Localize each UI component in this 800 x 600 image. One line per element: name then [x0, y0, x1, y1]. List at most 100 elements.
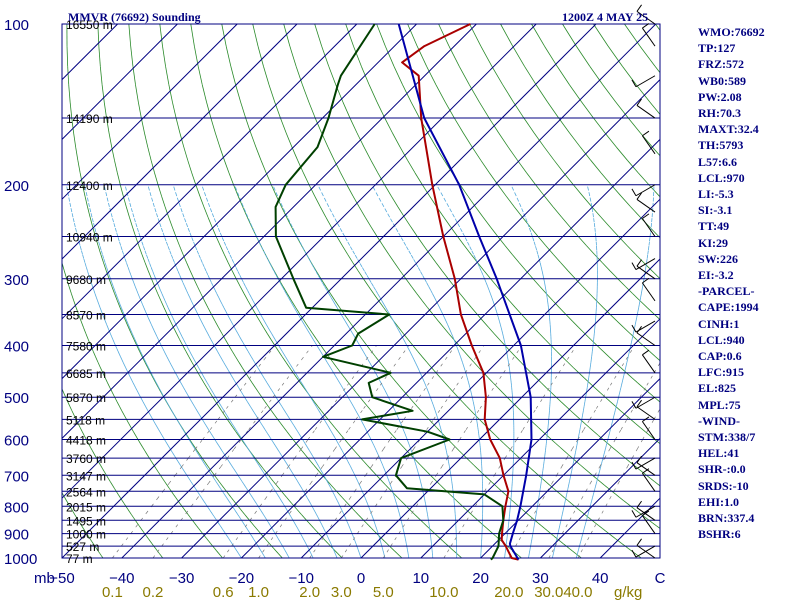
- moist-adiabat: [302, 537, 304, 539]
- mixing-ratio-line: [526, 520, 531, 528]
- dry-adiabat: [129, 217, 133, 228]
- moist-adiabat: [235, 511, 238, 514]
- moist-adiabat: [262, 249, 266, 255]
- mixing-ratio-line: [244, 520, 251, 528]
- dry-adiabat: [639, 45, 656, 67]
- moist-adiabat: [219, 403, 222, 407]
- mixing-ratio-line: [168, 475, 176, 484]
- moist-adiabat: [304, 443, 307, 446]
- moist-adiabat: [253, 538, 255, 541]
- height-label: 3760 m: [66, 452, 106, 466]
- background-grid: [61, 23, 661, 559]
- moist-adiabat: [463, 367, 466, 371]
- moist-adiabat: [260, 245, 264, 251]
- moist-adiabat: [227, 459, 230, 462]
- moist-adiabat: [520, 206, 524, 213]
- dry-adiabat: [590, 339, 598, 346]
- dry-adiabat: [79, 522, 82, 526]
- moist-adiabat: [279, 452, 282, 455]
- height-label: 4418 m: [66, 434, 106, 448]
- moist-adiabat: [608, 433, 610, 436]
- moist-adiabat: [619, 387, 622, 391]
- moist-adiabat: [225, 495, 227, 498]
- dry-adiabat: [428, 419, 434, 424]
- moist-adiabat: [240, 201, 244, 208]
- moist-adiabat: [539, 262, 542, 267]
- dry-adiabat: [194, 367, 199, 374]
- dry-adiabat: [216, 550, 219, 554]
- dry-adiabat: [151, 278, 155, 287]
- moist-adiabat: [243, 206, 246, 213]
- moist-adiabat: [87, 201, 90, 207]
- moist-adiabat: [161, 435, 164, 438]
- dry-adiabat: [149, 457, 152, 462]
- dry-adiabat: [255, 528, 259, 532]
- dry-adiabat: [99, 553, 102, 556]
- moist-adiabat: [545, 290, 547, 294]
- moist-adiabat: [313, 508, 315, 511]
- parameter-item: CAP:0.6: [698, 349, 742, 364]
- moist-adiabat: [502, 333, 504, 337]
- moist-adiabat: [354, 254, 358, 259]
- moist-adiabat: [381, 300, 385, 305]
- moist-adiabat: [239, 435, 242, 438]
- mixing-ratio-line: [151, 498, 158, 507]
- moist-adiabat: [398, 330, 401, 334]
- mixing-ratio-label: 20.0: [494, 584, 523, 600]
- dry-adiabat: [152, 377, 157, 384]
- dry-adiabat: [274, 345, 279, 352]
- dry-adiabat: [575, 414, 581, 420]
- moist-adiabat: [131, 278, 135, 283]
- dry-adiabat: [458, 345, 465, 352]
- moist-adiabat: [295, 478, 298, 481]
- moist-adiabat: [112, 286, 115, 291]
- moist-adiabat: [249, 221, 253, 228]
- moist-adiabat: [159, 389, 162, 393]
- dry-adiabat: [117, 494, 121, 498]
- moist-adiabat: [190, 236, 194, 242]
- wind-barb: [642, 130, 650, 137]
- moist-adiabat: [204, 377, 207, 381]
- dry-adiabat: [168, 487, 172, 492]
- moist-adiabat: [365, 500, 368, 503]
- parcel-profile-line: [397, 23, 533, 561]
- moist-adiabat: [217, 484, 220, 487]
- mixing-ratio-line: [406, 513, 413, 521]
- moist-adiabat: [637, 307, 640, 312]
- dry-adiabat: [194, 522, 197, 526]
- moist-adiabat: [271, 528, 274, 530]
- moist-adiabat: [258, 240, 262, 246]
- moist-adiabat: [297, 314, 301, 319]
- mixing-ratio-line: [561, 457, 568, 468]
- dry-adiabat: [336, 236, 343, 246]
- wind-barb: [636, 326, 642, 334]
- moist-adiabat: [611, 421, 613, 424]
- moist-adiabat: [207, 201, 211, 207]
- dry-adiabat: [651, 270, 661, 279]
- pressure-tick-label: 700: [4, 468, 29, 485]
- dry-adiabat: [291, 146, 299, 161]
- moist-adiabat: [265, 324, 269, 328]
- mixing-ratio-line: [116, 545, 122, 553]
- dry-adiabat: [296, 377, 301, 384]
- moist-adiabat: [145, 406, 148, 409]
- moist-adiabat: [348, 525, 350, 528]
- dry-adiabat: [243, 293, 249, 302]
- dry-adiabat: [623, 500, 628, 504]
- pressure-axis-unit: mb: [34, 570, 55, 587]
- dry-adiabat: [435, 146, 445, 161]
- dry-adiabat: [155, 548, 158, 552]
- moist-adiabat: [124, 364, 126, 368]
- dry-adiabat: [475, 206, 484, 218]
- dry-adiabat: [73, 132, 77, 148]
- mixing-ratio-line: [310, 475, 317, 484]
- moist-adiabat: [241, 481, 244, 484]
- mixing-ratio-line: [365, 513, 371, 521]
- moist-adiabat: [589, 195, 592, 202]
- moist-adiabat: [327, 425, 330, 428]
- dry-adiabat: [109, 387, 113, 393]
- dry-adiabat: [545, 481, 550, 486]
- moist-adiabat: [371, 514, 373, 517]
- dry-adiabat: [186, 435, 191, 440]
- dry-adiabat: [555, 396, 562, 403]
